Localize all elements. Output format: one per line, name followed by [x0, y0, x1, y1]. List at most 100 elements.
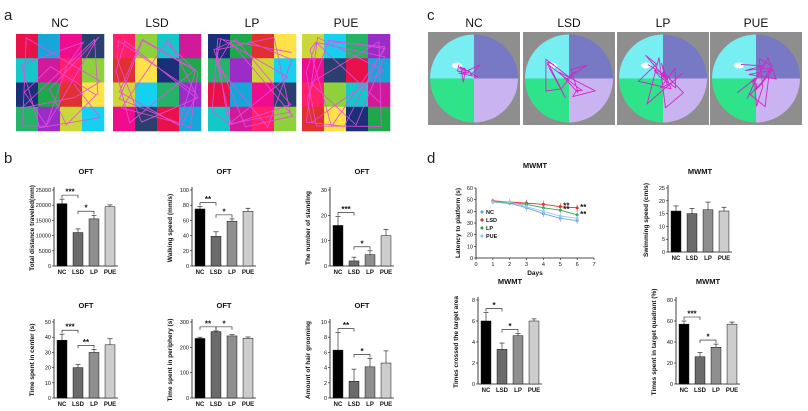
group-label-pue: PUE: [334, 16, 359, 30]
group-label-nc: NC: [465, 16, 483, 30]
bar-lsd: [686, 213, 698, 253]
y-tick-label: 5: [662, 237, 665, 243]
data-point: [541, 209, 545, 213]
y-tick-label: 0: [662, 250, 665, 256]
grid-cell: [157, 34, 180, 59]
significance-label: *: [360, 347, 364, 356]
chart-title: OFT: [355, 167, 370, 176]
x-tick-label: 6: [576, 262, 579, 268]
y-tick-label: 10000: [36, 234, 51, 240]
chart-1: OFT 0 20 40 60 80 100 Walking speed (mm/s) NC LSD…: [167, 167, 256, 276]
significance-bracket: [215, 214, 233, 218]
bar-lp: [88, 352, 100, 399]
data-point: [558, 214, 562, 218]
grid-cell: [113, 106, 136, 132]
significance-bracket: [683, 316, 701, 320]
significance-bracket: [77, 210, 95, 215]
y-axis-label: Total distance traveled(mm): [29, 185, 36, 271]
bar-pue: [104, 344, 116, 399]
grid-cell: [60, 82, 83, 108]
y-tick-label: 40: [667, 340, 673, 346]
panel-c: NC LSD LP PUE: [428, 16, 802, 125]
x-tick-label: 7: [592, 262, 595, 268]
x-category-label: PUE: [104, 402, 116, 408]
group-label-nc: NC: [51, 16, 69, 30]
x-category-label: PUE: [726, 388, 738, 394]
grid-cell: [16, 82, 39, 108]
y-tick-label: 8: [324, 335, 327, 341]
x-tick-label: 2: [508, 262, 511, 268]
data-point: [558, 208, 562, 212]
y-axis-label: Time spent in periphery (s): [167, 319, 174, 402]
y-tick-label: 20000: [36, 203, 51, 209]
maze-image-nc: [428, 32, 520, 125]
maze-image-lsd: [523, 32, 615, 125]
significance-label: *: [706, 333, 710, 342]
bar-pue: [528, 320, 540, 385]
bar-lsd: [348, 381, 360, 399]
x-category-label: PUE: [380, 270, 392, 276]
significance-bracket: [61, 329, 79, 334]
chart-title: OFT: [217, 301, 232, 310]
group-label-lsd: LSD: [557, 16, 581, 30]
significance-label: **: [563, 205, 570, 214]
y-tick-label: 50: [45, 320, 51, 326]
significance-bracket: [61, 194, 79, 199]
x-category-label: LP: [712, 388, 720, 394]
x-category-label: NC: [672, 256, 681, 262]
chart-title: MWMT: [523, 161, 548, 170]
grid-cell: [324, 82, 347, 108]
significance-bracket: [501, 329, 519, 333]
trajectory-path: [115, 38, 199, 129]
y-tick-label: 0: [324, 264, 327, 270]
grid-cell: [82, 58, 105, 83]
y-axis-label: Amount of hair grooming: [305, 321, 312, 399]
y-tick-label: 40: [467, 209, 473, 215]
grid-cell: [274, 106, 297, 132]
significance-label: *: [84, 204, 88, 213]
bar-nc: [480, 320, 492, 385]
significance-bracket: [199, 202, 217, 206]
bar-nc: [678, 323, 690, 385]
platform: [734, 62, 744, 69]
swim-path: [545, 58, 597, 99]
y-tick-label: 60: [467, 186, 473, 192]
grid-cell: [302, 34, 325, 59]
y-tick-label: 100: [180, 188, 189, 194]
maze-quadrant: [619, 78, 663, 123]
grid-cell: [230, 58, 253, 83]
y-tick-label: 25: [659, 186, 665, 192]
trajectory-path: [19, 36, 102, 129]
chart-title: OFT: [217, 167, 232, 176]
y-tick-label: 20: [659, 199, 665, 205]
x-category-label: LSD: [686, 256, 699, 262]
x-category-label: LP: [366, 270, 374, 276]
grid-cell: [16, 58, 39, 83]
x-axis-label: Days: [527, 270, 543, 277]
y-tick-label: 60: [667, 319, 673, 325]
y-tick-label: 10: [659, 224, 665, 230]
y-tick-label: 30: [45, 350, 51, 356]
legend-label: PUE: [486, 234, 498, 240]
grid-cell: [179, 34, 202, 59]
bar-nc: [194, 338, 206, 399]
grid-cell: [252, 58, 275, 83]
maze-quadrant: [712, 34, 756, 79]
legend-marker-nc: [480, 210, 484, 214]
y-tick-label: 40: [45, 335, 51, 341]
y-tick-label: 30: [321, 188, 327, 194]
significance-label: **: [83, 338, 90, 347]
platform: [547, 62, 557, 69]
grid-cell: [135, 82, 158, 108]
bar-lp: [88, 218, 100, 267]
series-line: [492, 201, 578, 216]
group-label-lp: LP: [656, 16, 671, 30]
bar-lsd: [72, 367, 84, 399]
y-tick-label: 0: [48, 264, 51, 270]
y-tick-label: 10: [45, 381, 51, 387]
grid-cell: [113, 34, 136, 59]
panel-letter-c: c: [427, 7, 435, 24]
swim-path: [456, 64, 481, 83]
